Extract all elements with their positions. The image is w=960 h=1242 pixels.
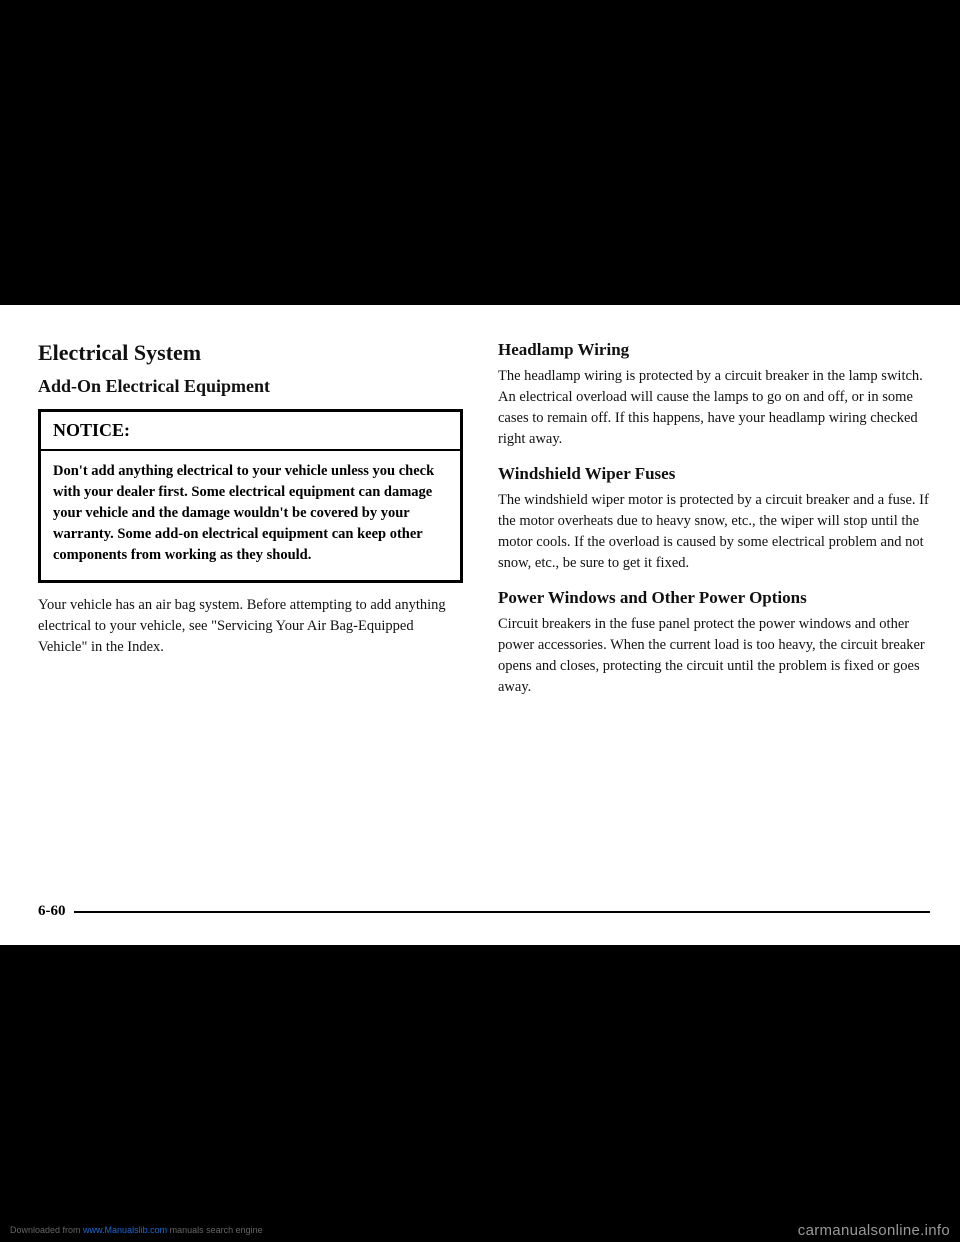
- subsection-title: Windshield Wiper Fuses: [498, 464, 930, 484]
- left-column: Electrical System Add-On Electrical Equi…: [38, 340, 463, 698]
- page-footer-row: 6-60: [38, 903, 930, 920]
- paragraph: Your vehicle has an air bag system. Befo…: [38, 595, 463, 658]
- notice-body: Don't add anything electrical to your ve…: [41, 451, 460, 580]
- watermark-right: carmanualsonline.info: [798, 1222, 950, 1239]
- page-number: 6-60: [38, 903, 74, 920]
- subsection-title: Power Windows and Other Power Options: [498, 588, 930, 608]
- watermark-bar: Downloaded from www.Manualslib.com manua…: [0, 1218, 960, 1242]
- watermark-text: manuals search engine: [167, 1225, 263, 1235]
- right-column: Headlamp Wiring The headlamp wiring is p…: [498, 340, 930, 698]
- manual-page: Electrical System Add-On Electrical Equi…: [0, 305, 960, 945]
- two-column-layout: Electrical System Add-On Electrical Equi…: [38, 340, 930, 698]
- watermark-left: Downloaded from www.Manualslib.com manua…: [10, 1225, 263, 1235]
- paragraph: The windshield wiper motor is protected …: [498, 490, 930, 574]
- paragraph: The headlamp wiring is protected by a ci…: [498, 366, 930, 450]
- subsection-title: Headlamp Wiring: [498, 340, 930, 360]
- notice-box: NOTICE: Don't add anything electrical to…: [38, 409, 463, 583]
- section-title: Electrical System: [38, 340, 463, 366]
- notice-title: NOTICE:: [41, 412, 460, 451]
- horizontal-rule: [74, 911, 931, 913]
- watermark-link[interactable]: www.Manualslib.com: [83, 1225, 167, 1235]
- watermark-text: Downloaded from: [10, 1225, 83, 1235]
- paragraph: Circuit breakers in the fuse panel prote…: [498, 614, 930, 698]
- subsection-title: Add-On Electrical Equipment: [38, 376, 463, 397]
